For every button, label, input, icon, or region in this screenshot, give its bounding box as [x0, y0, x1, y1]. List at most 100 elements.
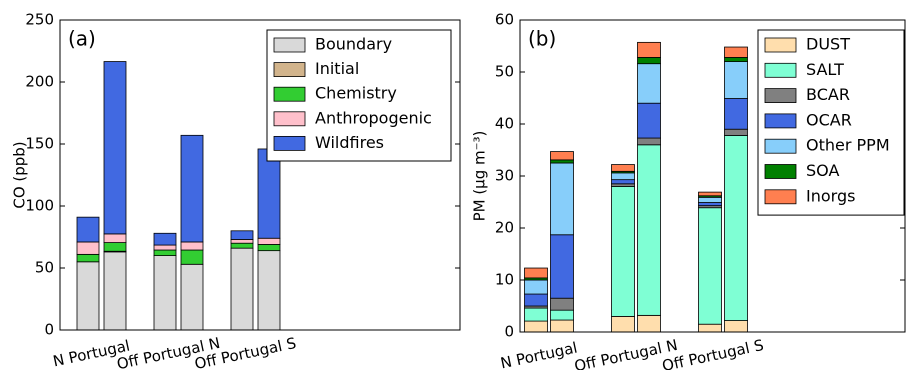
legend-swatch — [273, 86, 306, 102]
bar-segment — [724, 135, 748, 321]
legend-label: SOA — [806, 161, 839, 180]
bar-segment — [550, 159, 574, 164]
y-axis-label: PM (μg m⁻³) — [471, 131, 489, 222]
bar-segment — [153, 255, 177, 331]
bar-segment — [611, 315, 635, 333]
legend-swatch — [764, 62, 797, 78]
legend-label: Chemistry — [315, 84, 397, 103]
bar-segment — [103, 233, 127, 243]
legend-swatch — [764, 164, 797, 179]
y-tick-label: 50 — [495, 63, 514, 81]
bar-segment — [637, 57, 661, 65]
panel-label: (b) — [528, 27, 556, 51]
bar-segment — [524, 279, 548, 295]
bar-segment — [724, 320, 748, 333]
bar-segment — [257, 237, 281, 245]
bar-segment — [611, 172, 635, 181]
plot-frame — [59, 19, 461, 331]
bar-segment — [637, 137, 661, 146]
legend-label: Inorgs — [806, 186, 855, 205]
bar-segment — [180, 134, 204, 243]
bar-segment — [230, 239, 254, 244]
bar-segment — [230, 230, 254, 240]
legend-swatch — [273, 111, 306, 127]
legend-label: Initial — [315, 59, 359, 78]
bar-segment — [524, 267, 548, 279]
legend-label: Boundary — [315, 35, 392, 54]
bar-segment — [103, 242, 127, 252]
bar-segment — [637, 63, 661, 104]
bar-segment — [180, 241, 204, 251]
y-tick-label: 0 — [504, 323, 514, 341]
y-tick-label: 200 — [25, 73, 54, 91]
legend-swatch — [273, 62, 306, 77]
bar-segment — [550, 309, 574, 321]
bar-segment — [698, 191, 722, 197]
legend-label: OCAR — [806, 110, 852, 129]
bar-segment — [76, 216, 100, 243]
y-tick-label: 250 — [25, 11, 54, 29]
y-axis-label: CO (ppb) — [11, 141, 29, 208]
legend-swatch — [764, 189, 797, 205]
bar-segment — [257, 250, 281, 331]
bar-segment — [724, 57, 748, 62]
bar-segment — [103, 251, 127, 331]
y-tick-label: 60 — [495, 11, 514, 29]
x-tick-label: N Portugal — [499, 339, 579, 370]
bar-segment — [76, 241, 100, 255]
bar-segment — [637, 144, 661, 316]
legend-swatch — [764, 37, 797, 53]
bar-segment — [524, 293, 548, 307]
bar-segment — [550, 319, 574, 333]
bar-segment — [153, 244, 177, 251]
bar-segment — [550, 234, 574, 299]
legend-swatch — [764, 113, 797, 129]
legend-swatch — [764, 88, 797, 103]
bar-segment — [698, 202, 722, 207]
legend-swatch — [764, 138, 797, 154]
y-tick-label: 50 — [35, 259, 54, 277]
legend-label: Other PPM — [806, 136, 890, 155]
bar-segment — [698, 323, 722, 333]
bar-segment — [76, 253, 100, 263]
y-tick-label: 10 — [495, 271, 514, 289]
y-tick-label: 40 — [495, 115, 514, 133]
bar-segment — [257, 148, 281, 239]
legend-label: BCAR — [806, 85, 850, 104]
bar-segment — [550, 297, 574, 311]
bar-segment — [550, 151, 574, 161]
legend-label: DUST — [806, 35, 850, 54]
bar-segment — [611, 185, 635, 317]
bar-segment — [611, 179, 635, 185]
bar-segment — [180, 263, 204, 331]
legend-swatch — [273, 37, 306, 53]
panel-label: (a) — [68, 27, 96, 51]
legend-label: Anthropogenic — [315, 108, 432, 127]
y-tick-label: 0 — [44, 321, 54, 339]
bar-segment — [153, 232, 177, 246]
legend-label: SALT — [806, 60, 844, 79]
bar-segment — [698, 196, 722, 203]
bar-segment — [637, 41, 661, 58]
legend-label: Wildfires — [315, 133, 384, 152]
bar-segment — [724, 46, 748, 58]
bar-segment — [524, 307, 548, 322]
plot-frame — [519, 19, 906, 333]
bar-segment — [524, 320, 548, 333]
bar-segment — [230, 242, 254, 249]
bar-segment — [637, 102, 661, 139]
bar-segment — [550, 162, 574, 236]
bar-segment — [180, 249, 204, 265]
bar-segment — [724, 128, 748, 136]
bar-segment — [153, 249, 177, 257]
y-tick-label: 100 — [25, 197, 54, 215]
bar-segment — [637, 314, 661, 333]
bar-segment — [724, 98, 748, 130]
bar-segment — [611, 164, 635, 172]
bar-segment — [76, 261, 100, 331]
bar-segment — [103, 61, 127, 235]
y-tick-label: 20 — [495, 219, 514, 237]
y-tick-label: 150 — [25, 135, 54, 153]
legend-swatch — [273, 135, 306, 151]
